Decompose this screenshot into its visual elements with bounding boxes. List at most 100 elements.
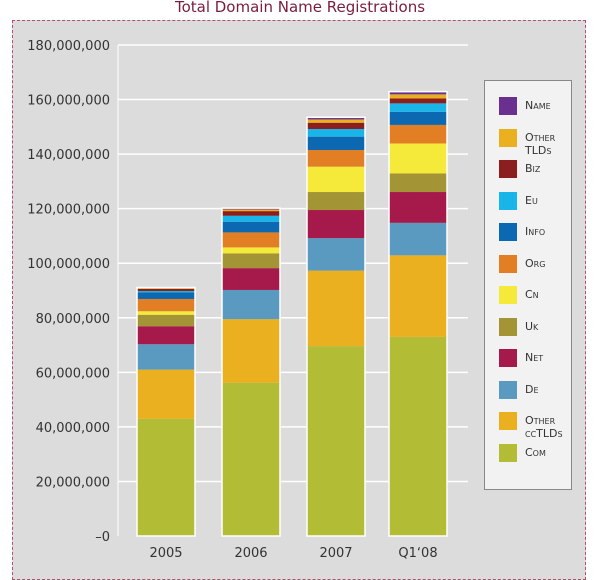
bar-segment-eu — [307, 129, 365, 137]
bar-outline — [388, 90, 448, 537]
bar-segment-de — [222, 289, 280, 320]
bar-segment-eu — [389, 103, 447, 112]
bar-segment-eu — [222, 215, 280, 222]
legend-item: Other ccTLDs — [485, 412, 571, 444]
bar-segment-other-cctlds — [389, 255, 447, 337]
y-tick-label: 20,000,000 — [36, 475, 110, 490]
bar-segment-info — [222, 221, 280, 233]
legend-item: Net — [485, 349, 571, 381]
y-tick-label: 160,000,000 — [27, 94, 110, 109]
y-tick-label: 80,000,000 — [36, 312, 110, 327]
bar-segment-cn — [307, 166, 365, 193]
x-tick-label: 2006 — [234, 546, 267, 561]
y-tick-label: 140,000,000 — [27, 148, 110, 163]
legend-label: Biz — [525, 162, 541, 175]
legend-swatch — [499, 97, 517, 115]
legend-label: Org — [525, 256, 546, 270]
bar-segment-net — [307, 210, 365, 239]
bar-segment-org — [222, 232, 280, 248]
y-tick-label: 40,000,000 — [36, 421, 110, 436]
bar-segment-uk — [389, 173, 447, 193]
legend-swatch — [499, 160, 517, 178]
legend-swatch — [499, 286, 517, 304]
legend-swatch — [499, 254, 517, 273]
bar-segment-org — [389, 124, 447, 144]
legend-item: Org — [485, 254, 571, 287]
legend-swatch — [499, 128, 517, 147]
bar-segment-net — [389, 192, 447, 223]
bar-segment-cn — [389, 143, 447, 174]
x-tick-label: Q1‘08 — [398, 546, 437, 561]
x-tick-label: 2007 — [319, 546, 352, 561]
bar-segment-biz — [307, 122, 365, 130]
bar-segment-uk — [307, 192, 365, 211]
legend-item: Biz — [485, 160, 571, 192]
bar-segment-org — [137, 298, 195, 312]
bar-segment-info — [389, 111, 447, 125]
legend-item: De — [485, 380, 571, 413]
legend-item: Com — [485, 443, 571, 476]
bar-segment-other-cctlds — [307, 270, 365, 347]
bar-segment-other-tlds — [222, 209, 280, 212]
x-tick-label: 2005 — [149, 546, 182, 561]
bar-segment-de — [389, 222, 447, 256]
bar-segment-de — [137, 344, 195, 370]
legend-item: Eu — [485, 191, 571, 224]
bar-segment-other-cctlds — [137, 369, 195, 419]
legend-swatch — [499, 223, 517, 241]
legend-item: Name — [485, 97, 571, 129]
legend-label: Net — [525, 351, 544, 364]
bar-segment-other-tlds — [137, 288, 195, 289]
legend-label: Eu — [525, 193, 538, 207]
legend-label: Com — [525, 445, 546, 459]
y-tick-label: 60,000,000 — [36, 366, 110, 381]
chart-title: Total Domain Name Registrations — [174, 0, 426, 16]
legend-label: Uk — [525, 319, 539, 333]
bar-segment-other-tlds — [389, 94, 447, 99]
legend-label: Info — [525, 225, 546, 238]
legend-swatch — [499, 317, 517, 336]
legend-label: Cn — [525, 288, 539, 301]
bar-segment-com — [222, 382, 280, 536]
bar-segment-com — [307, 346, 365, 536]
y-tick-label: 180,000,000 — [27, 39, 110, 54]
legend-item: Cn — [485, 286, 571, 318]
bar-segment-other-cctlds — [222, 319, 280, 383]
bar-segment-biz — [222, 211, 280, 216]
bar-segment-net — [222, 268, 280, 290]
legend-label: De — [525, 382, 539, 396]
bar-segment-de — [307, 238, 365, 271]
legend-swatch — [499, 443, 517, 462]
y-tick-label: 100,000,000 — [27, 257, 110, 272]
legend-item: Info — [485, 223, 571, 255]
legend: Name Other TLDs Biz Eu Info Org Cn Uk Net De Other… — [484, 80, 572, 490]
legend-label: Other ccTLDs — [525, 414, 563, 440]
bar-segment-com — [137, 418, 195, 536]
bar-segment-biz — [389, 98, 447, 104]
legend-label: Name — [525, 99, 551, 112]
bar-segment-com — [389, 336, 447, 536]
bar-segment-cn — [137, 311, 195, 315]
legend-swatch — [499, 412, 517, 430]
bar-outline — [221, 207, 281, 537]
bar-segment-cn — [222, 247, 280, 254]
legend-item: Other TLDs — [485, 128, 571, 161]
legend-swatch — [499, 191, 517, 210]
bar-segment-eu — [137, 291, 195, 293]
bar-segment-info — [307, 136, 365, 151]
bar-segment-biz — [137, 288, 195, 292]
bar-segment-org — [307, 150, 365, 167]
bar-segment-uk — [137, 314, 195, 327]
bar-segment-info — [137, 292, 195, 299]
bar-segment-name — [307, 117, 365, 120]
bar-outline — [136, 286, 196, 537]
legend-swatch — [499, 349, 517, 367]
legend-swatch — [499, 380, 517, 399]
legend-item: Uk — [485, 317, 571, 350]
bar-segment-net — [137, 326, 195, 345]
bar-segment-other-tlds — [307, 119, 365, 123]
y-tick-label: 120,000,000 — [27, 203, 110, 218]
y-tick-label: –0 — [95, 530, 110, 545]
bar-segment-name — [389, 91, 447, 95]
